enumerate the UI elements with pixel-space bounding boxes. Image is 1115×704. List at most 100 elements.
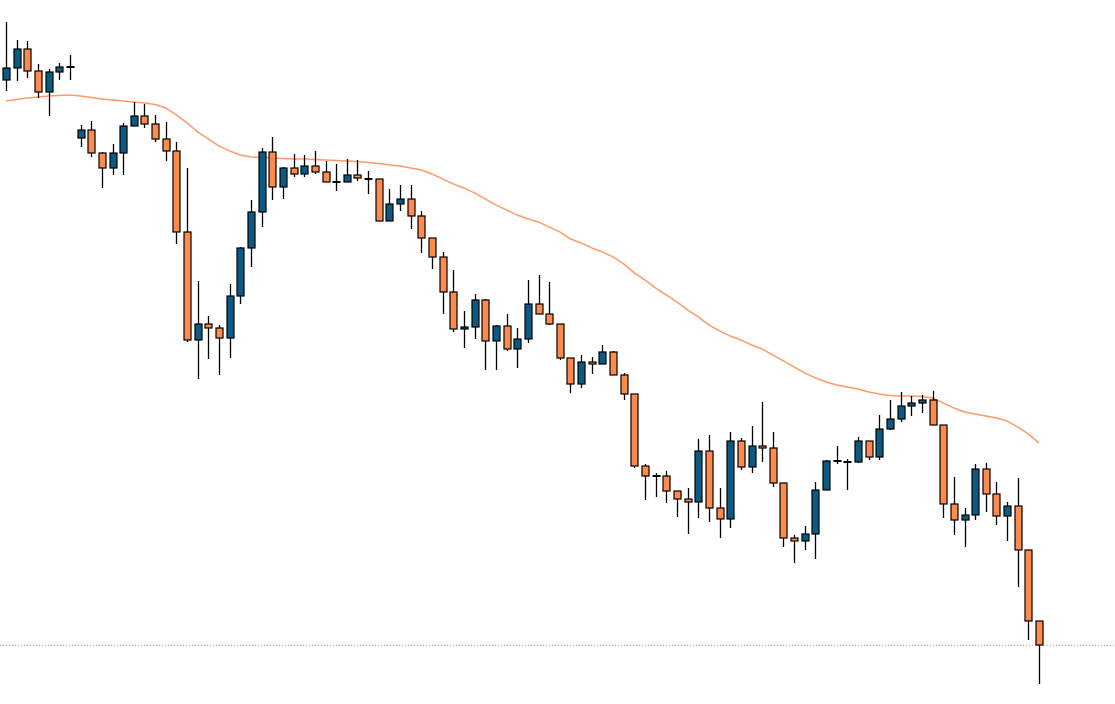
candle [971,464,980,520]
candle [45,69,54,116]
candle-body-bearish [865,440,874,458]
candle [748,426,757,473]
candle-body-bullish [577,361,586,385]
candle-body-bullish [194,323,203,341]
candle-body-bearish [172,150,181,233]
candle [151,115,160,142]
candle [87,121,96,157]
candle [694,439,703,518]
candle [119,123,128,175]
moving-average-line [5,94,1040,444]
candle-body-bullish [13,48,22,69]
candle-body-bullish [811,489,820,535]
candle-body-bullish [77,129,86,139]
candle-body-bearish [609,351,618,376]
candle [226,284,235,358]
candle [322,161,331,183]
candle [140,104,149,128]
candle-body-bullish [492,325,501,342]
candle [545,282,554,325]
candle-body-bullish [130,115,139,127]
candle [460,311,469,348]
candle-body-bullish [524,303,533,340]
candle [353,160,362,181]
candle [801,526,810,550]
candle [471,294,480,339]
candle [684,488,693,534]
candle-body-bullish [119,125,128,154]
candle [982,463,991,512]
candle-body-bullish [396,198,405,205]
candle-body-bearish [449,291,458,330]
candle [918,395,927,413]
candle [236,247,245,304]
candle-body-bearish [566,357,575,385]
candle [396,185,405,211]
candle [535,275,544,315]
candle [258,148,267,227]
candle-body-bearish [322,171,331,183]
candle [13,40,22,81]
candle-body-bullish [907,402,916,407]
candle-body-bearish [417,215,426,239]
candle [1003,502,1012,541]
candle-body-bearish [790,537,799,542]
candle-body-bearish [992,493,1001,517]
candle-body-bearish [375,178,384,222]
candle-body-bullish [886,418,895,430]
candle [822,460,831,491]
candle-body-bullish [875,428,884,458]
candle-body-bearish [204,323,213,329]
candle [513,328,522,368]
candle [130,102,139,127]
candle-body-bullish [247,211,256,249]
candle-body-bearish [87,129,96,154]
candle [385,189,394,222]
candle-body-bearish [769,447,778,484]
candle [2,22,11,91]
candle [503,314,512,351]
candle-body-bearish [183,231,192,341]
candle-body-bearish [1024,549,1033,622]
candle [609,351,618,376]
candle-body-bullish [45,71,54,93]
candle [162,122,171,161]
candle [428,237,437,269]
candle [811,482,820,559]
candle [204,316,213,359]
candle [620,373,629,400]
candle [865,440,874,460]
candle-body-bearish [215,327,224,339]
candle [215,325,224,375]
candle-body-bearish [1035,620,1044,646]
candle [961,508,970,547]
candle [886,400,895,430]
candle [290,154,299,177]
candle-body-bullish [748,445,757,468]
candle-body-bullish [55,66,64,73]
candle [34,64,43,98]
candle [726,432,735,528]
candle [566,357,575,393]
candle [588,357,597,374]
candle [716,488,725,538]
candle-body-bearish [620,374,629,395]
candle-body-bearish [407,198,416,217]
candle-body-bearish [23,48,32,72]
candle [950,477,959,535]
candles-layer [2,22,1044,684]
candle-body-bullish [2,67,11,81]
candle-body-bullish [300,165,309,175]
candle [641,464,650,500]
candle-body-bearish [34,70,43,93]
candle-body-bullish [226,295,235,339]
candle-body-bullish [258,151,267,213]
candle-body-bullish [918,399,927,404]
candle [779,482,788,547]
candle-body-bearish [737,440,746,468]
candle-body-bearish [290,167,299,175]
candle [55,63,64,80]
candle [481,299,490,370]
candle-body-bearish [630,393,639,467]
candle [66,55,75,80]
